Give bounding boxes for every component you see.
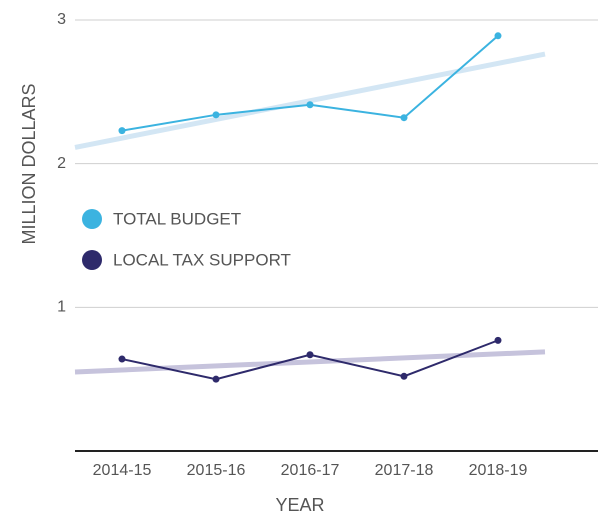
trend-line [74,349,546,375]
data-point [306,101,314,109]
data-point [118,127,126,135]
x-axis-label: YEAR [275,495,324,514]
legend-marker [82,209,102,229]
x-tick-label: 2017-18 [375,462,434,479]
legend-marker [82,250,102,270]
y-tick-label: 1 [57,299,66,316]
legend-label: TOTAL BUDGET [113,209,241,228]
x-tick-label: 2016-17 [281,462,340,479]
x-tick-label: 2018-19 [469,462,528,479]
x-tick-label: 2014-15 [93,462,152,479]
data-point [118,355,126,363]
y-tick-label: 2 [57,155,66,172]
data-point [400,114,408,122]
series-line [121,35,499,132]
y-axis-label: MILLION DOLLARS [19,83,39,244]
data-point [306,351,314,359]
legend-label: LOCAL TAX SUPPORT [113,250,291,269]
data-point [212,111,220,119]
trend-line [74,51,546,150]
y-tick-label: 3 [57,11,66,28]
data-point [494,336,502,344]
x-tick-label: 2015-16 [187,462,246,479]
data-point [400,372,408,380]
data-point [212,375,220,383]
data-point [494,32,502,40]
